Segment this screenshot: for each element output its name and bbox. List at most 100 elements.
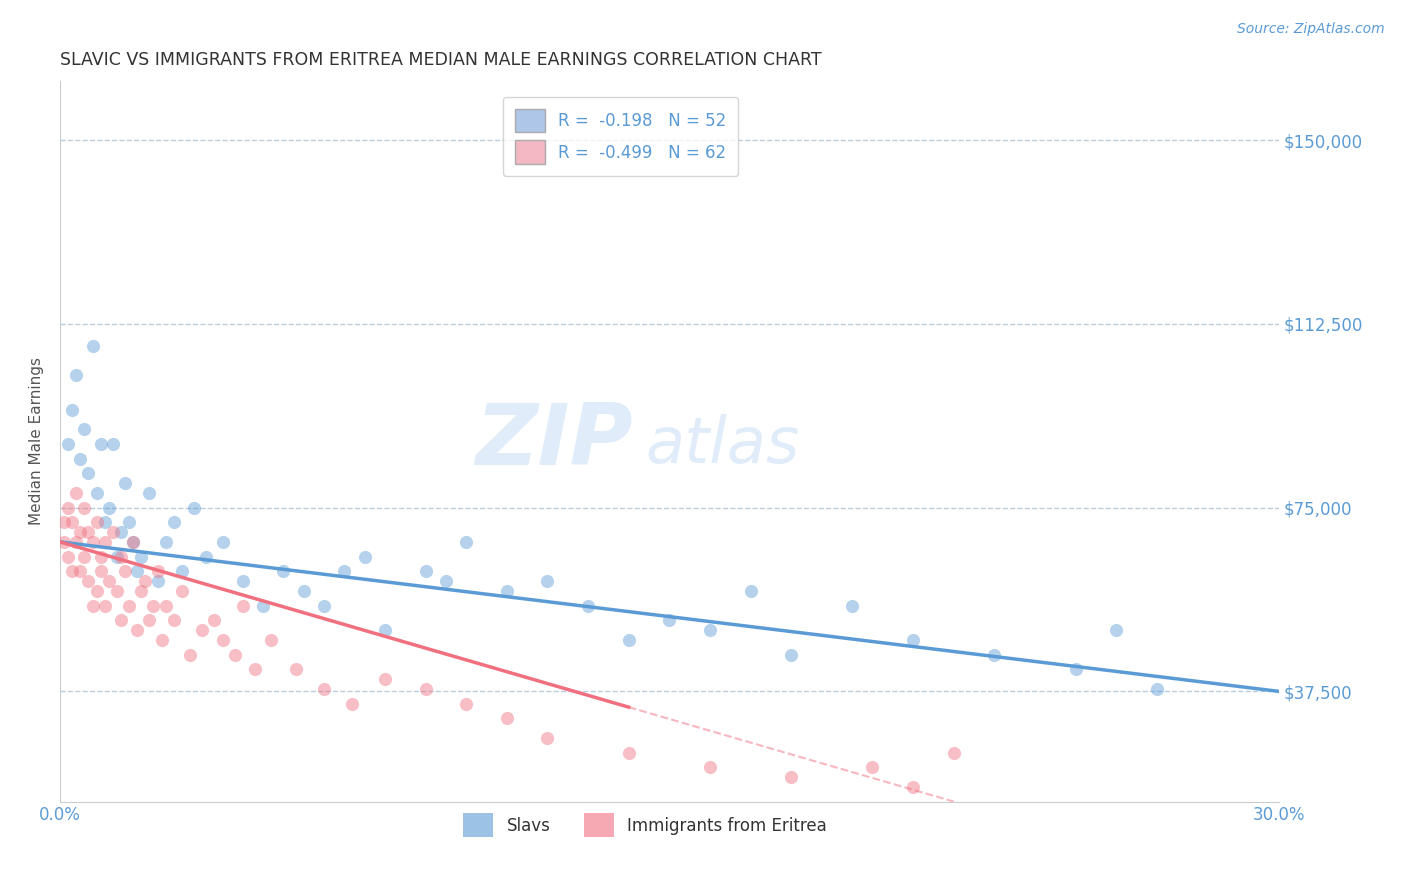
Point xyxy=(60,564,83,578)
Point xyxy=(202,613,225,627)
Point xyxy=(56,500,79,515)
Point xyxy=(191,623,214,637)
Point xyxy=(77,574,100,588)
Point xyxy=(65,486,87,500)
Point xyxy=(118,599,141,613)
Point xyxy=(536,731,558,745)
Point xyxy=(82,599,104,613)
Point xyxy=(292,583,315,598)
Point xyxy=(183,500,205,515)
Point xyxy=(901,780,924,794)
Point xyxy=(780,648,803,662)
Point xyxy=(86,486,108,500)
Point xyxy=(699,760,721,774)
Point xyxy=(1064,662,1087,676)
Point xyxy=(73,422,96,436)
Point xyxy=(434,574,457,588)
Point xyxy=(740,583,762,598)
Point xyxy=(138,613,160,627)
Point xyxy=(90,564,112,578)
Point xyxy=(224,648,246,662)
Point xyxy=(211,632,233,647)
Text: Source: ZipAtlas.com: Source: ZipAtlas.com xyxy=(1237,22,1385,37)
Point xyxy=(163,516,186,530)
Point xyxy=(155,535,177,549)
Point xyxy=(495,711,517,725)
Text: atlas: atlas xyxy=(645,414,799,476)
Point xyxy=(129,583,152,598)
Point xyxy=(69,451,91,466)
Point xyxy=(114,564,136,578)
Point xyxy=(53,516,76,530)
Point xyxy=(617,746,640,760)
Point xyxy=(101,525,124,540)
Point xyxy=(134,574,156,588)
Point xyxy=(93,516,115,530)
Point xyxy=(114,476,136,491)
Point xyxy=(142,599,165,613)
Point xyxy=(101,437,124,451)
Point xyxy=(252,599,274,613)
Point xyxy=(284,662,307,676)
Point xyxy=(110,613,132,627)
Point xyxy=(73,500,96,515)
Point xyxy=(93,599,115,613)
Point xyxy=(127,564,149,578)
Point xyxy=(146,574,169,588)
Point xyxy=(232,574,254,588)
Point xyxy=(69,564,91,578)
Point xyxy=(342,697,364,711)
Point xyxy=(942,746,965,760)
Point xyxy=(576,599,599,613)
Point xyxy=(983,648,1005,662)
Point xyxy=(658,613,681,627)
Point xyxy=(69,525,91,540)
Point xyxy=(127,623,149,637)
Point xyxy=(780,770,803,784)
Point xyxy=(65,368,87,383)
Point xyxy=(170,564,193,578)
Point xyxy=(862,760,884,774)
Point xyxy=(901,632,924,647)
Point xyxy=(260,632,283,647)
Point xyxy=(110,525,132,540)
Point xyxy=(82,339,104,353)
Point xyxy=(105,549,128,564)
Point xyxy=(1146,681,1168,696)
Point xyxy=(536,574,558,588)
Point xyxy=(374,672,396,686)
Point xyxy=(163,613,186,627)
Point xyxy=(90,549,112,564)
Point xyxy=(82,535,104,549)
Point xyxy=(150,632,173,647)
Point xyxy=(155,599,177,613)
Point xyxy=(333,564,356,578)
Point xyxy=(60,402,83,417)
Point xyxy=(53,535,76,549)
Point xyxy=(77,525,100,540)
Point xyxy=(97,500,120,515)
Point xyxy=(1105,623,1128,637)
Point xyxy=(170,583,193,598)
Point xyxy=(56,549,79,564)
Point xyxy=(73,549,96,564)
Point xyxy=(86,516,108,530)
Point xyxy=(456,697,478,711)
Point xyxy=(90,437,112,451)
Point xyxy=(86,583,108,598)
Text: SLAVIC VS IMMIGRANTS FROM ERITREA MEDIAN MALE EARNINGS CORRELATION CHART: SLAVIC VS IMMIGRANTS FROM ERITREA MEDIAN… xyxy=(60,51,821,69)
Point xyxy=(56,437,79,451)
Point xyxy=(93,535,115,549)
Point xyxy=(118,516,141,530)
Y-axis label: Median Male Earnings: Median Male Earnings xyxy=(30,358,44,525)
Point xyxy=(110,549,132,564)
Point xyxy=(617,632,640,647)
Point xyxy=(415,564,437,578)
Point xyxy=(841,599,863,613)
Point xyxy=(129,549,152,564)
Point xyxy=(415,681,437,696)
Text: ZIP: ZIP xyxy=(475,400,633,483)
Point xyxy=(65,535,87,549)
Legend: Slavs, Immigrants from Eritrea: Slavs, Immigrants from Eritrea xyxy=(457,806,834,844)
Point xyxy=(138,486,160,500)
